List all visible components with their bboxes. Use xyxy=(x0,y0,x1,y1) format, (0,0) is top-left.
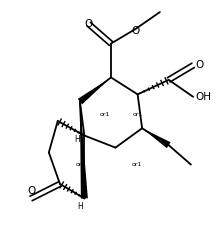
Polygon shape xyxy=(80,102,88,199)
Text: H: H xyxy=(77,202,83,212)
Text: or1: or1 xyxy=(99,113,109,117)
Text: H: H xyxy=(74,135,80,144)
Text: O: O xyxy=(195,60,203,70)
Polygon shape xyxy=(78,77,111,104)
Text: O: O xyxy=(27,186,35,197)
Text: or1: or1 xyxy=(76,162,86,167)
Text: OH: OH xyxy=(195,92,211,102)
Text: or1: or1 xyxy=(131,162,142,167)
Text: O: O xyxy=(131,26,140,36)
Text: O: O xyxy=(85,19,93,29)
Text: or1: or1 xyxy=(133,113,143,117)
Polygon shape xyxy=(142,128,170,148)
